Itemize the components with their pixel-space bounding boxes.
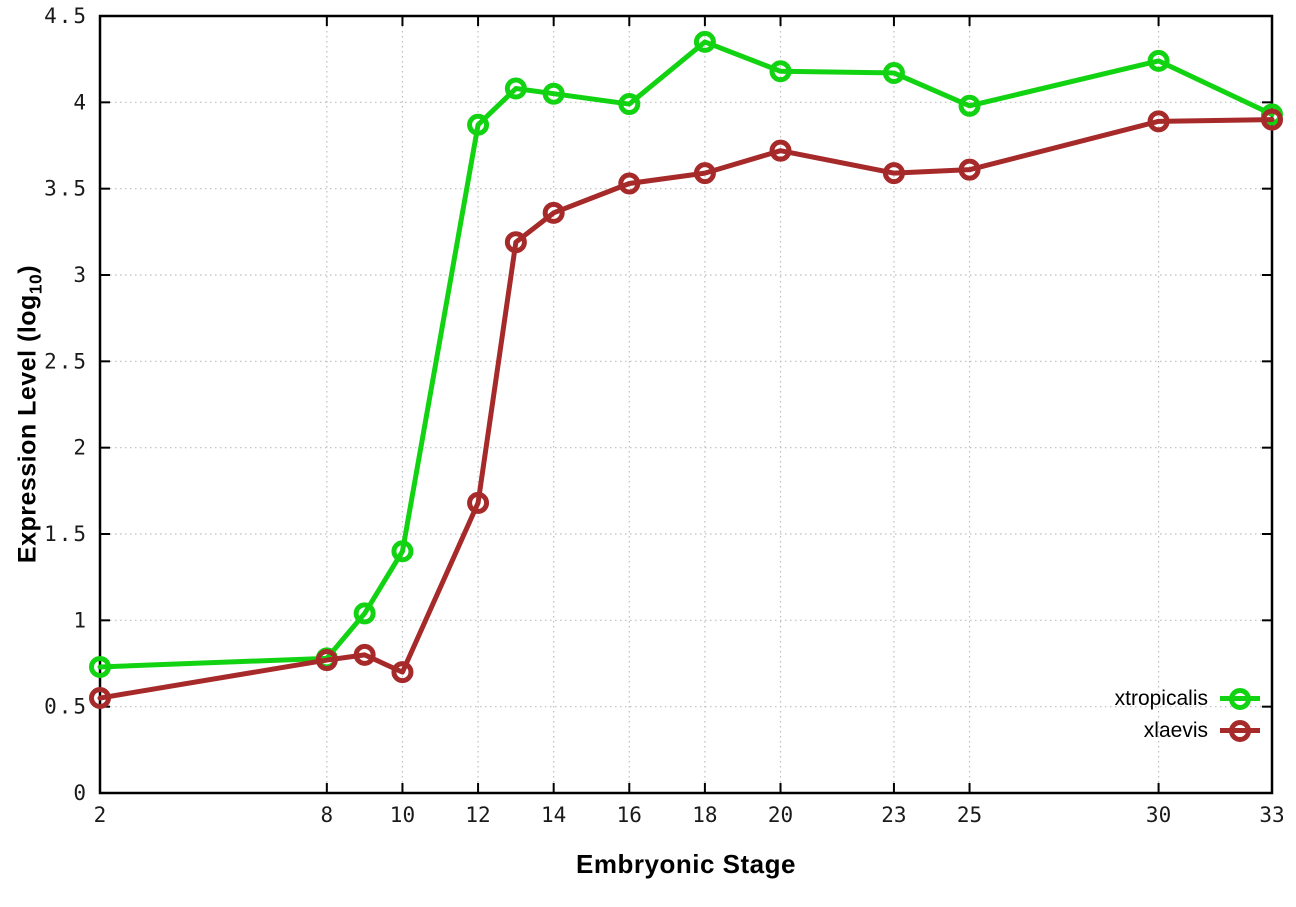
series-line-xlaevis [97, 117, 1275, 701]
data-point-xtropicalis [542, 82, 565, 105]
data-point-xtropicalis [958, 94, 981, 117]
x-tick-label: 14 [541, 803, 566, 827]
data-point-xtropicalis [693, 30, 716, 53]
data-point-xlaevis [1147, 110, 1170, 133]
y-tick-label: 4.5 [44, 4, 88, 28]
data-point-xtropicalis [353, 602, 376, 625]
legend-label: xtropicalis [1114, 686, 1208, 710]
legend-item-xtropicalis: xtropicalis [1115, 685, 1260, 712]
legend-label: xlaevis [1143, 718, 1208, 742]
data-point-xtropicalis [391, 540, 414, 563]
legend-item-xlaevis: xlaevis [1144, 717, 1260, 744]
data-point-xtropicalis [467, 113, 490, 136]
data-point-xlaevis [618, 172, 641, 195]
data-point-xlaevis [769, 139, 792, 162]
x-tick-label: 25 [957, 803, 982, 827]
data-point-xlaevis [542, 201, 565, 224]
x-tick-label: 16 [617, 803, 642, 827]
data-point-xtropicalis [1147, 49, 1170, 72]
y-tick-label: 1 [73, 608, 88, 632]
open-circle-marker-icon [1220, 719, 1260, 743]
data-point-xlaevis [1261, 108, 1283, 131]
data-point-xtropicalis [618, 93, 641, 116]
data-point-xlaevis [89, 687, 111, 710]
y-tick-label: 4 [73, 90, 88, 114]
y-tick-label: 0 [73, 781, 88, 805]
data-point-xtropicalis [504, 77, 527, 100]
x-tick-label: 8 [321, 803, 334, 827]
y-tick-label: 2 [73, 436, 88, 460]
data-point-xlaevis [315, 649, 338, 672]
y-tick-label: 3 [73, 263, 88, 287]
x-tick-label: 2 [94, 803, 107, 827]
data-point-xtropicalis [89, 655, 111, 678]
plot-border [98, 14, 1274, 795]
data-point-xlaevis [882, 162, 905, 185]
x-tick-label: 33 [1259, 803, 1284, 827]
data-point-xlaevis [958, 158, 981, 181]
data-point-xtropicalis [769, 60, 792, 83]
data-point-xlaevis [353, 643, 376, 666]
y-tick-label: 0.5 [44, 695, 88, 719]
x-tick-label: 12 [465, 803, 490, 827]
y-tick-label: 1.5 [44, 522, 88, 546]
x-tick-label: 20 [768, 803, 793, 827]
y-axis-title: Expression Level (log10) [14, 265, 47, 563]
y-tick-label: 3.5 [44, 177, 88, 201]
y-axis-title-close: ) [13, 264, 42, 274]
x-tick-label: 30 [1146, 803, 1171, 827]
data-point-xlaevis [504, 231, 527, 254]
y-axis-title-subscript: 10 [25, 273, 46, 295]
data-point-xlaevis [391, 661, 414, 684]
series-line-xtropicalis [97, 39, 1275, 670]
data-point-xtropicalis [882, 61, 905, 84]
legend: xtropicalis xlaevis [1115, 685, 1260, 744]
x-tick-label: 10 [390, 803, 415, 827]
x-axis-title: Embryonic Stage [576, 849, 796, 879]
open-circle-marker-icon [1220, 687, 1260, 711]
data-point-xlaevis [467, 491, 490, 514]
y-tick-label: 2.5 [44, 349, 88, 373]
y-axis-title-text: Expression Level (log [13, 294, 42, 564]
x-tick-label: 23 [881, 803, 906, 827]
x-tick-label: 18 [692, 803, 717, 827]
data-point-xlaevis [693, 162, 716, 185]
